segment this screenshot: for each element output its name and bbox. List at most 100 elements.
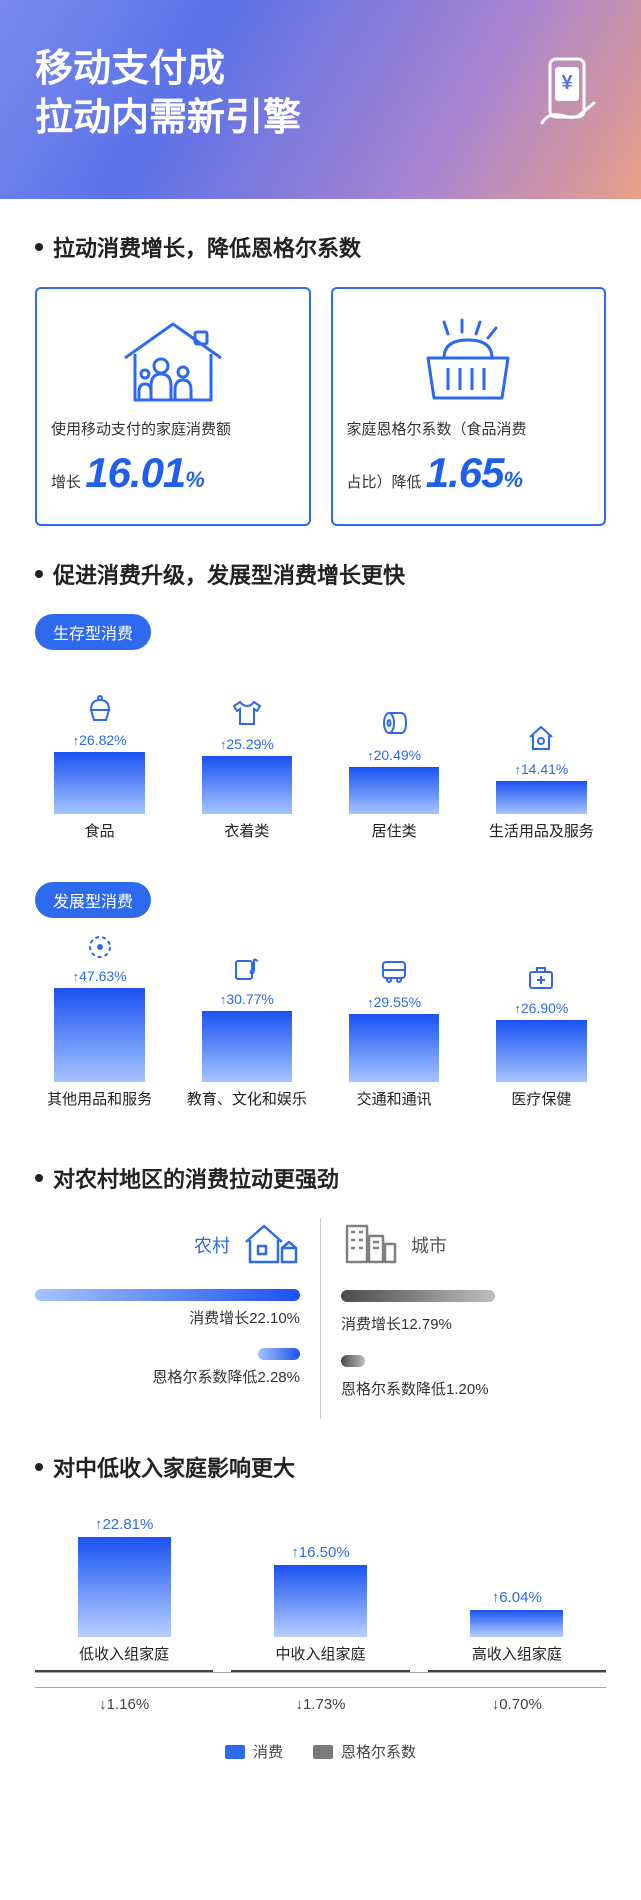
legend-item: 消费 [225,1741,283,1762]
stat-card-text: 使用移动支付的家庭消费额 增长 16.01% [51,419,295,505]
stat-card-prefix: 家庭恩格尔系数（食品消费 [347,421,527,438]
section3-heading: 对农村地区的消费拉动更强劲 [35,1162,606,1194]
legend-swatch [225,1745,245,1759]
hbar-row [35,1289,300,1301]
legend: 消费 恩格尔系数 [35,1741,606,1762]
home-gear-icon [526,721,556,755]
stat-card-after: 占比）降低 [347,474,422,491]
income-value: 22.81% [95,1516,153,1533]
stat-cards: 使用移动支付的家庭消费额 增长 16.01% 家庭恩格尔系数（食品消费 占比）降… [35,287,606,527]
header-title-line2: 拉动内需新引擎 [35,94,301,143]
bar-cell: 26.90%医疗保健 [477,932,606,1130]
hbar-bar [341,1355,365,1367]
bar-value: 26.90% [514,1000,568,1016]
bar-cell: 14.41%生活用品及服务 [477,664,606,862]
bar-value: 14.41% [514,761,568,777]
income-cell: 16.50%中收入组家庭 [231,1507,409,1672]
hbar-text: 恩格尔系数降低1.20% [341,1378,606,1399]
city-column: 城市 消费增长12.79% 恩格尔系数降低1.20% [320,1218,606,1419]
stat-card-unit: % [503,467,523,492]
hbar-bar [341,1290,495,1302]
svg-text:¥: ¥ [561,72,573,94]
income-cell: 22.81% 低收入组家庭 [35,1507,213,1672]
hbar-text: 消费增长12.79% [341,1313,606,1334]
bar-value: 47.63% [73,968,127,984]
bar-cell: 20.49%居住类 [330,664,459,862]
rural-label: 农村 [194,1232,230,1258]
stat-card-after: 增长 [51,474,81,491]
hbar-row [35,1348,300,1360]
survival-consumption-group: 生存型消费 26.82% 食品 25.29%衣着类20.49%居住类14.41%生活… [35,614,606,862]
book-music-icon [232,951,262,985]
city-buildings-icon [341,1218,401,1271]
bar-label: 居住类 [330,822,459,862]
income-bar [274,1565,367,1637]
hbar-row [341,1354,606,1372]
rural-column: 农村 消费增长22.10% 恩格尔系数降低2.28% [35,1218,320,1419]
bar-rect [496,1020,586,1082]
medkit-icon [526,960,556,994]
tshirt-icon [232,696,262,730]
hbar-text: 消费增长22.10% [35,1307,300,1328]
bar-label: 教育、文化和娱乐 [182,1090,311,1130]
bar-label: 交通和通讯 [330,1090,459,1130]
bar-rect [496,781,586,814]
income-chart: 22.81% 低收入组家庭 16.50%中收入组家庭 6.04% 高收入组家庭 1.16… [35,1507,606,1713]
hbar-row [341,1289,606,1307]
bar-rect [54,752,144,814]
income-cell: 6.04% 高收入组家庭 [428,1507,606,1672]
bar-rect [349,767,439,814]
loading-icon [85,932,115,962]
bar-label: 食品 [35,822,164,862]
stat-card-text: 家庭恩格尔系数（食品消费 占比）降低 1.65% [347,419,591,505]
hbar-text: 恩格尔系数降低2.28% [35,1366,300,1387]
stat-card-unit: % [185,467,205,492]
pill-development: 发展型消费 [35,882,151,918]
bar-rect [202,756,292,814]
income-label: 高收入组家庭 [428,1637,606,1670]
income-label: 低收入组家庭 [35,1637,213,1670]
bar-value: 29.55% [367,994,421,1010]
income-engel-value: 1.16% [35,1696,213,1713]
bar-value: 25.29% [220,736,274,752]
stat-card-engel: 家庭恩格尔系数（食品消费 占比）降低 1.65% [331,287,607,527]
bar-cell: 29.55% 交通和通讯 [330,932,459,1130]
bar-rect [349,1014,439,1082]
income-engel-value: 0.70% [428,1696,606,1713]
bar-rect [54,988,144,1082]
header-banner: 移动支付成 拉动内需新引擎 ¥ [0,0,641,199]
bar-rect [202,1011,292,1082]
pill-survival: 生存型消费 [35,614,151,650]
section1-heading: 拉动消费增长，降低恩格尔系数 [35,231,606,263]
grocery-basket-icon [347,315,591,405]
legend-item: 恩格尔系数 [313,1741,416,1762]
bar-chart-development: 47.63% 其他用品和服务 30.77%教育、文化和娱乐 29.55% 交通和通讯 26… [35,932,606,1130]
development-consumption-group: 发展型消费 47.63% 其他用品和服务 30.77%教育、文化和娱乐 29.55% 交… [35,882,606,1130]
bar-cell: 25.29%衣着类 [182,664,311,862]
header-title: 移动支付成 拉动内需新引擎 [35,45,301,144]
toilet-paper-icon [379,707,409,741]
bar-label: 其他用品和服务 [35,1090,164,1130]
city-label: 城市 [411,1232,447,1258]
income-bar [78,1537,171,1637]
stat-card-value: 16.01 [85,449,185,496]
header-title-line1: 移动支付成 [35,45,301,94]
bar-cell: 30.77%教育、文化和娱乐 [182,932,311,1130]
legend-label: 消费 [253,1741,283,1762]
income-value: 16.50% [291,1544,349,1561]
hbar-bar [35,1289,300,1301]
mobile-pay-icon: ¥ [522,53,606,142]
legend-label: 恩格尔系数 [341,1741,416,1762]
cupcake-icon [85,692,115,726]
income-value: 6.04% [492,1589,542,1606]
hbar-bar [258,1348,300,1360]
bus-icon [379,954,409,988]
income-engel-value: 1.73% [231,1696,409,1713]
stat-card-value: 1.65 [426,449,504,496]
stat-card-consumption: 使用移动支付的家庭消费额 增长 16.01% [35,287,311,527]
bar-cell: 47.63% 其他用品和服务 [35,932,164,1130]
bar-value: 26.82% [73,732,127,748]
family-house-icon [51,315,295,405]
bar-chart-survival: 26.82% 食品 25.29%衣着类20.49%居住类14.41%生活用品及服务 [35,664,606,862]
income-bar [470,1610,563,1637]
